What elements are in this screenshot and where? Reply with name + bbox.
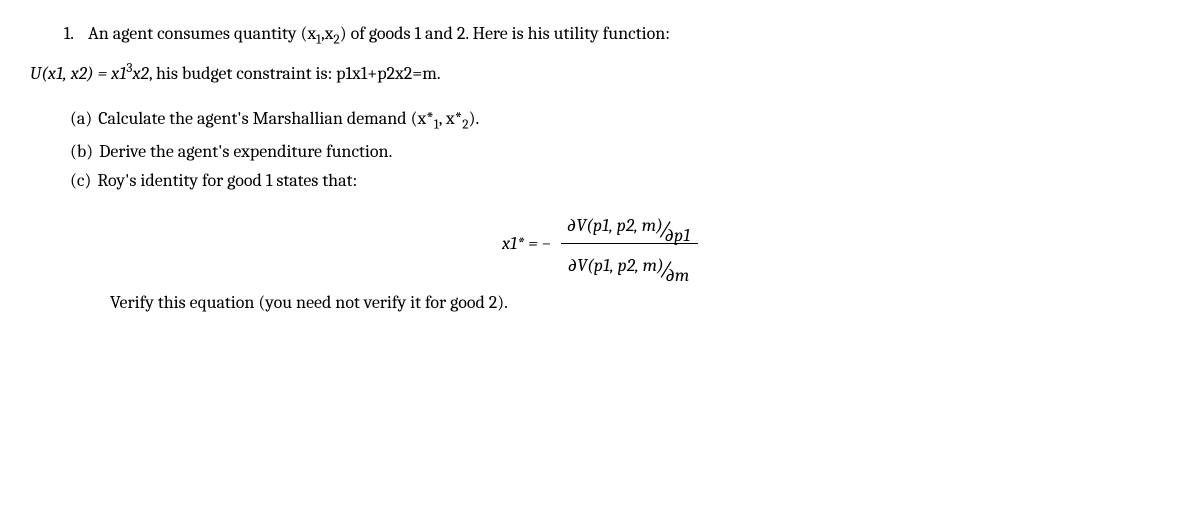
eq-den-main: ∂V(p1, p2, m): [568, 255, 664, 276]
part-b-text: Derive the agent's expenditure function.: [99, 141, 392, 162]
part-c-text: Roy's identity for good 1 states that:: [97, 170, 357, 191]
part-a-label: (a): [70, 105, 92, 132]
part-a-mid: , x*: [439, 108, 463, 129]
eq-numerator: ∂V(p1, p2, m)⁄∂p1: [561, 204, 698, 243]
part-b-label: (b): [70, 138, 93, 165]
eq-num-sub: ∂p1: [664, 225, 690, 246]
eq-denominator: ∂V(p1, p2, m)⁄∂m: [562, 244, 697, 283]
u-rest-x2: x2: [133, 63, 149, 84]
part-a: (a) Calculate the agent's Marshallian dem…: [70, 105, 1170, 136]
eq-den-sub: ∂m: [665, 265, 689, 286]
eq-fraction: ∂V(p1, p2, m)⁄∂p1 ∂V(p1, p2, m)⁄∂m: [561, 204, 698, 283]
roy-identity-equation: x1* = − ∂V(p1, p2, m)⁄∂p1 ∂V(p1, p2, m)⁄…: [30, 204, 1170, 283]
part-c-label: (c): [70, 167, 91, 194]
part-c: (c) Roy's identity for good 1 states that…: [70, 167, 1170, 194]
part-b: (b) Derive the agent's expenditure functi…: [70, 138, 1170, 165]
u-args: (x1, x2) = x1: [41, 63, 126, 84]
intro-text-1c: ) of goods 1 and 2. Here is his utility …: [340, 23, 670, 44]
question-intro: 1.An agent consumes quantity (x1,x2) of …: [30, 20, 1170, 51]
part-a-post: ).: [469, 108, 480, 129]
sub-parts: (a) Calculate the agent's Marshallian dem…: [70, 105, 1170, 194]
intro-text-1a: An agent consumes quantity (x: [88, 23, 316, 44]
eq-num-main: ∂V(p1, p2, m): [567, 215, 663, 236]
part-a-pre: Calculate the agent's Marshallian demand…: [98, 108, 434, 129]
u-symbol: U: [30, 63, 41, 84]
eq-lhs: x1* = −: [502, 230, 551, 257]
utility-line: U(x1, x2) = x13x2, his budget constraint…: [30, 59, 1170, 87]
question-number: 1.: [30, 20, 74, 47]
u-rest-text: , his budget constraint is: p1x1+p2x2=m.: [149, 63, 441, 84]
verify-text: Verify this equation (you need not verif…: [110, 289, 1170, 316]
